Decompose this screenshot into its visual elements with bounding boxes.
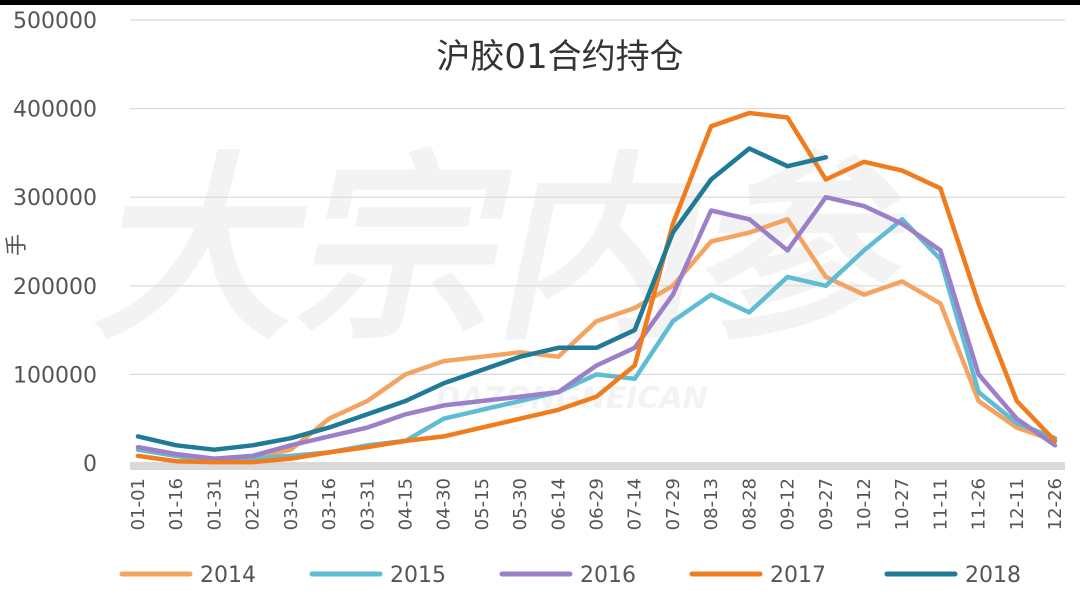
x-tick-label: 12-26	[1045, 478, 1066, 530]
series-line-2014	[135, 217, 1058, 464]
x-tick-label: 04-15	[395, 478, 416, 530]
y-axis-label: 手	[5, 234, 30, 256]
y-tick-label: 400000	[13, 98, 97, 123]
x-tick-label: 03-01	[281, 478, 302, 530]
x-tick-label: 10-12	[854, 478, 875, 530]
x-tick-label: 05-30	[510, 478, 531, 530]
x-tick-label: 11-26	[969, 478, 990, 530]
y-tick-label: 200000	[13, 275, 97, 300]
legend-label-2016: 2016	[580, 563, 636, 588]
x-tick-label: 06-14	[548, 478, 569, 530]
x-tick-label: 04-30	[434, 478, 455, 530]
x-tick-label: 01-16	[166, 478, 187, 530]
x-tick-label: 01-01	[128, 478, 149, 530]
x-tick-label: 10-27	[892, 478, 913, 530]
x-tick-label: 09-27	[816, 478, 837, 530]
x-tick-label: 07-14	[625, 478, 646, 530]
x-tick-label: 08-13	[701, 478, 722, 530]
x-tick-label: 11-11	[930, 478, 951, 530]
x-tick-label: 08-28	[739, 478, 760, 530]
series-line-2015	[135, 217, 1058, 463]
x-tick-labels: 01-01 01-16 01-31 02-15 03-01 03-16 03-31 04-15…	[128, 478, 1066, 530]
x-tick-label: 01-31	[204, 478, 225, 530]
series-line-2016	[135, 194, 1058, 461]
y-tick-label: 100000	[13, 363, 97, 388]
x-axis-baseline	[130, 462, 1065, 470]
series-line-2017	[135, 110, 1058, 465]
axes	[130, 462, 1065, 470]
x-tick-label: 03-31	[357, 478, 378, 530]
x-tick-label: 07-29	[663, 478, 684, 530]
watermark: 大宗内参 DAZONGNEICAN	[82, 134, 932, 416]
chart-title: 沪胶01合约持仓	[436, 37, 683, 77]
legend-label-2014: 2014	[200, 563, 256, 588]
series	[135, 110, 1058, 465]
legend-label-2015: 2015	[390, 563, 446, 588]
legend-label-2018: 2018	[965, 563, 1021, 588]
x-tick-label: 05-15	[472, 478, 493, 530]
y-tick-labels: 0 100000 200000 300000 400000 500000	[13, 9, 97, 477]
y-tick-label: 0	[83, 452, 97, 477]
x-tick-label: 12-11	[1007, 478, 1028, 530]
legend-label-2017: 2017	[770, 563, 826, 588]
x-tick-label: 06-29	[587, 478, 608, 530]
y-tick-label: 500000	[13, 9, 97, 34]
series-line-2018	[135, 146, 829, 452]
x-tick-label: 02-15	[243, 478, 264, 530]
top-border	[0, 0, 1080, 5]
y-tick-label: 300000	[13, 186, 97, 211]
x-tick-label: 03-16	[319, 478, 340, 530]
x-tick-label: 09-12	[778, 478, 799, 530]
legend: 2014 2015 2016 2017 2018	[119, 563, 1021, 588]
watermark-text: 大宗内参	[82, 134, 932, 367]
